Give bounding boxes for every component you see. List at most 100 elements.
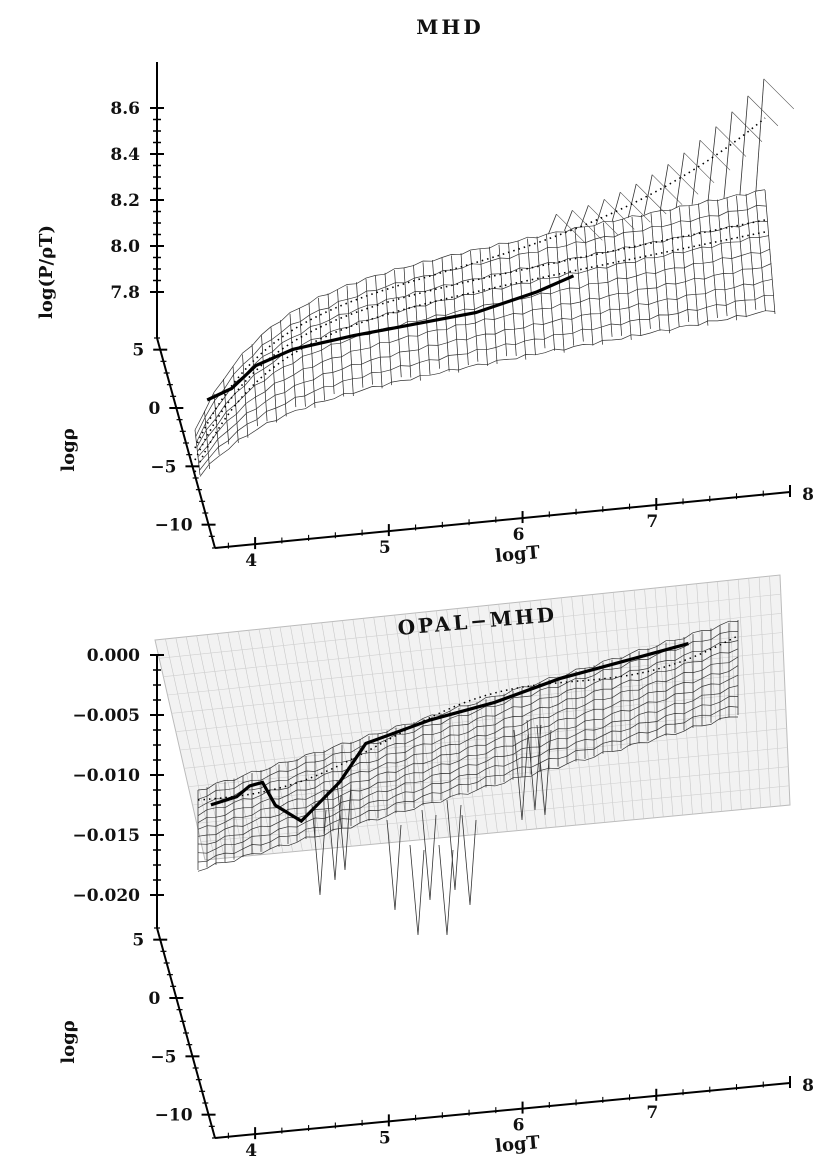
spike [513,729,529,821]
mesh-strand [197,631,739,800]
spike [438,844,454,936]
mesh-strand [197,665,739,830]
mesh-line [299,307,306,407]
z-tick-label: 8.4 [110,145,140,165]
mhd-x-label: logT [494,542,541,567]
dotted-line [197,635,739,801]
mesh-flare [755,78,765,192]
mhd-y-label: logρ [58,428,79,471]
mesh-line [679,207,690,322]
opal-mhd-highlight-curve [210,642,689,824]
mhd-title: MHD [416,15,483,39]
mesh-strand [199,310,776,477]
mesh-line [194,429,201,476]
x-tick-label: 5 [379,538,391,558]
mesh-line [308,302,316,408]
opal-mhd-panel: OPAL−MHD 0.000−0.005−0.010−0.015−0.020 5… [58,574,814,1161]
mesh-flare [707,126,717,202]
spike [386,819,402,911]
mesh-strand [198,278,773,464]
mesh-line [498,244,508,357]
x-tick-label: 8 [802,485,814,505]
y-tick-label: −10 [155,1106,193,1126]
mesh-line [451,255,460,373]
mesh-line [603,222,613,337]
plane-grid-line [159,593,781,659]
mesh-strand [194,189,766,431]
opal-mhd-x-ticks: 4 5 6 7 8 [227,1076,814,1161]
spike [536,724,552,816]
spike [409,844,425,936]
opal-mhd-surface [197,620,739,872]
mesh-line [641,214,651,329]
mesh-strand [196,235,769,448]
mesh-line [536,236,546,349]
mesh-line [584,226,594,346]
mesh-flare [643,174,653,215]
mhd-highlight-curve [206,274,575,402]
mhd-surface [194,78,795,477]
opal-mhd-dotted-lines [197,635,739,801]
mesh-strand [197,620,739,791]
mesh-line [479,248,488,366]
mesh-line [698,203,709,326]
spike [336,779,352,871]
y-tick-label: −10 [155,516,193,536]
opal-mhd-y-label: logρ [58,1020,79,1063]
mesh-line [736,195,747,318]
z-tick-label: 0.000 [87,646,140,666]
mesh-strand [197,648,739,816]
mesh-strand [199,294,774,471]
plane-grid-line [196,766,789,824]
mesh-line [517,240,527,360]
mesh-line [660,211,670,334]
mesh-flare [572,210,603,241]
mesh-strand [197,640,739,809]
plane-grid-line [171,651,784,714]
mesh-flare [595,199,605,225]
mesh-line [318,297,325,401]
spike [421,809,437,901]
y-tick-label: 5 [132,931,144,951]
mesh-strand [195,205,767,438]
mesh-line [764,189,776,315]
x-tick-label: 4 [245,551,257,571]
y-tick-label: 0 [148,989,160,1009]
mesh-line [213,393,220,455]
mesh-flare [563,210,573,231]
spike [326,789,342,881]
x-tick-label: 7 [646,512,658,532]
mesh-strand [197,716,738,872]
mesh-flare [611,192,621,222]
mesh-line [261,335,268,422]
mhd-dotted-lines [194,117,766,473]
mesh-strand [197,685,739,845]
opal-mhd-x-label: logT [494,1132,541,1157]
mesh-line [593,224,603,345]
z-tick-label: 7.8 [110,283,140,303]
y-tick-label: −5 [150,1047,176,1067]
dotted-line [194,117,766,449]
mesh-line [289,313,297,408]
mesh-flare [635,183,667,215]
plane-grid-line [184,708,786,769]
mhd-panel: MHD 7.8 8.0 8.2 8.4 8.6 5 0 −5 −10 4 5 6 7 8 log(P/… [36,15,814,571]
mesh-flare [723,111,733,199]
mesh-flare [667,164,699,195]
mesh-line [755,191,766,311]
y-tick-label: −5 [150,457,176,477]
z-tick-label: −0.010 [73,766,141,786]
mesh-flare [556,213,587,245]
mesh-flare [739,95,749,196]
spike [461,814,477,906]
z-tick-label: −0.020 [73,886,141,906]
mesh-flare [604,199,635,230]
z-tick-label: 8.6 [110,99,140,119]
opal-mhd-z-ticks: 0.000 −0.005 −0.010 −0.015 −0.020 [73,646,164,906]
z-tick-label: −0.015 [73,826,140,846]
mesh-line [726,197,738,321]
mesh-strand [195,220,768,443]
mesh-strand [197,656,739,824]
mesh-flare [699,140,731,171]
